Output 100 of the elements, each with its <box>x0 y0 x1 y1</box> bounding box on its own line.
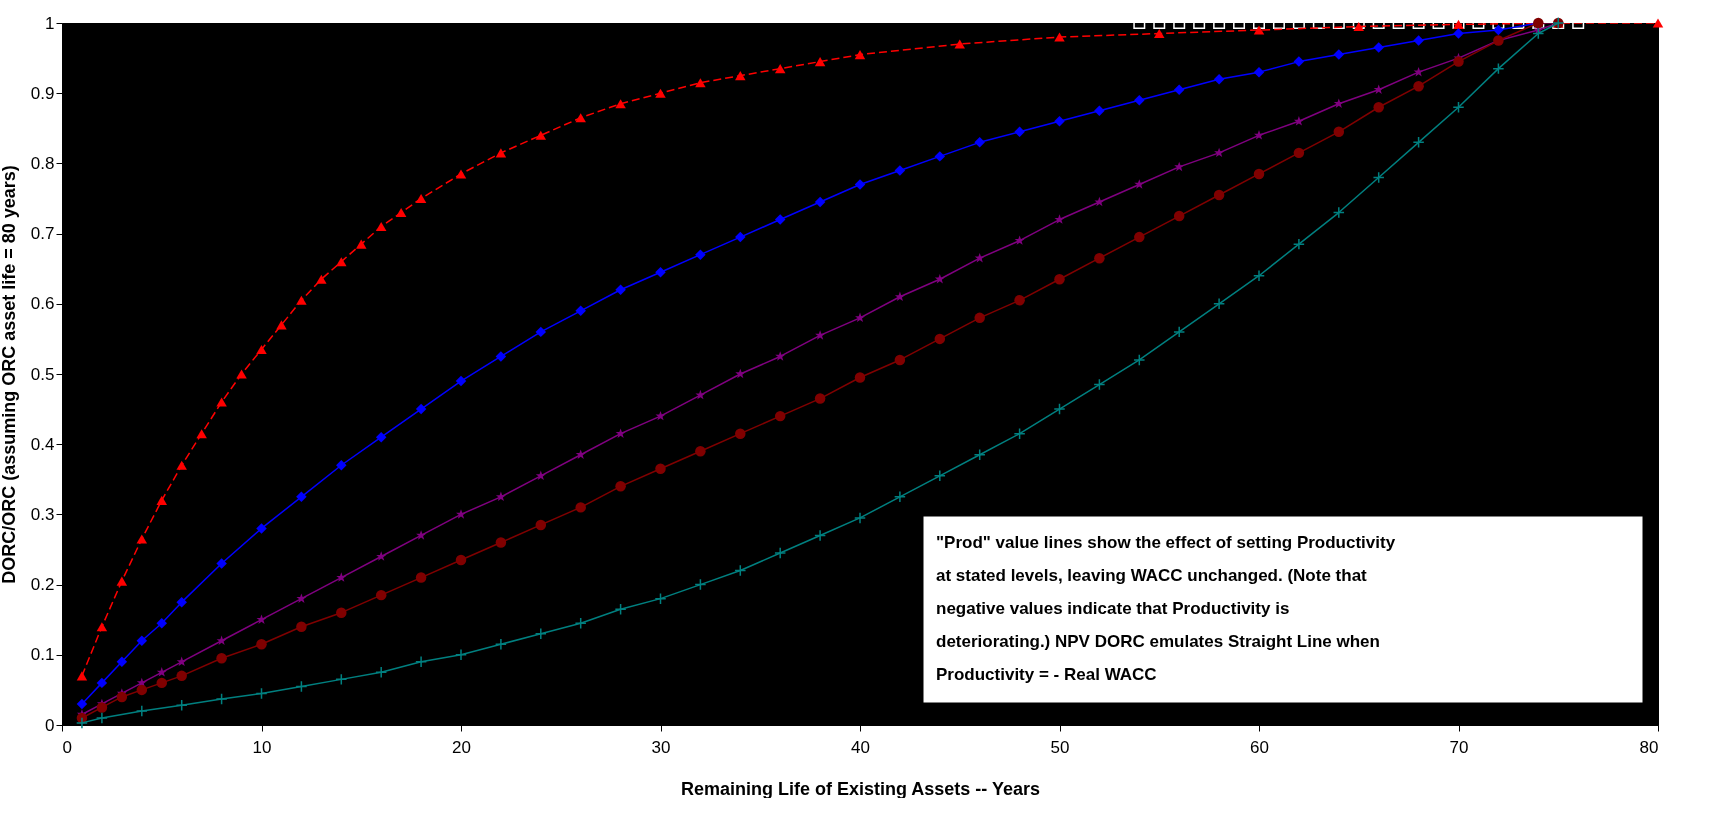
point <box>1452 101 1465 114</box>
point <box>774 547 787 559</box>
point <box>1372 171 1385 184</box>
point <box>1254 130 1264 140</box>
point <box>375 666 388 679</box>
point <box>1013 427 1026 440</box>
point <box>934 333 946 345</box>
y-tick-label: 0.9 <box>30 83 55 103</box>
point <box>336 257 347 267</box>
point <box>933 469 946 482</box>
point <box>455 375 467 387</box>
point <box>1493 24 1504 36</box>
point <box>974 312 985 324</box>
x-axis-title: Remaining Life of Existing Assets -- Years <box>680 778 1041 799</box>
point <box>136 635 148 646</box>
point <box>175 699 188 712</box>
point <box>216 653 227 664</box>
y-tick-label: 0.4 <box>30 434 55 454</box>
point <box>1214 147 1225 158</box>
point <box>1173 325 1186 338</box>
point <box>495 537 507 548</box>
point <box>216 397 227 407</box>
point <box>1333 49 1345 60</box>
point <box>156 617 167 629</box>
point <box>116 691 128 703</box>
point <box>1253 25 1265 35</box>
point <box>1333 98 1344 108</box>
point <box>1094 252 1105 264</box>
point <box>1054 32 1065 42</box>
point <box>135 704 148 717</box>
point <box>256 639 267 650</box>
point <box>894 354 906 366</box>
point <box>894 165 906 176</box>
point <box>256 614 267 624</box>
point <box>1413 35 1424 46</box>
point <box>395 208 407 218</box>
point <box>694 578 707 591</box>
point <box>494 638 507 651</box>
point <box>654 592 667 605</box>
point <box>535 470 546 481</box>
point <box>854 511 866 524</box>
point <box>455 169 467 179</box>
point <box>695 389 706 400</box>
point <box>495 148 507 158</box>
annotation: "Prod" value lines show the effect of setting Productivity at stated levels, leaving WACC unchanged. (Note that negative values indicate that Productivity is deteriorating.) NPV DORC emulates Straight Line when Productivity = - Real WACC <box>936 533 1396 684</box>
point <box>216 558 227 569</box>
point <box>1373 84 1384 94</box>
point <box>1453 28 1464 39</box>
y-tick-label: 0 <box>45 715 55 735</box>
point <box>1413 66 1424 77</box>
point <box>934 273 945 284</box>
point <box>1094 196 1105 207</box>
point <box>296 593 307 603</box>
y-axis-title: DORC/ORC (assuming ORC asset life = 80 years) <box>0 165 19 584</box>
point <box>295 680 308 693</box>
point <box>1134 94 1145 106</box>
point <box>1293 56 1305 67</box>
point <box>735 231 746 243</box>
point <box>1652 18 1664 28</box>
point <box>1134 231 1145 243</box>
point <box>1014 126 1025 138</box>
point <box>156 667 167 677</box>
point <box>296 295 307 305</box>
point <box>815 330 826 340</box>
x-tick-label: 80 <box>1639 737 1659 757</box>
point <box>854 50 866 60</box>
point <box>974 252 985 263</box>
point <box>854 372 866 383</box>
point <box>735 368 746 379</box>
point <box>974 137 985 148</box>
point <box>375 431 387 443</box>
point <box>176 596 187 608</box>
point <box>416 530 427 540</box>
x-tick-label: 70 <box>1449 737 1469 757</box>
point <box>336 607 347 618</box>
x-tick-label: 60 <box>1250 737 1269 757</box>
point <box>1253 168 1265 180</box>
x-tick-label: 10 <box>252 737 272 757</box>
x-tick-label: 20 <box>452 737 471 757</box>
point <box>455 554 467 566</box>
point <box>695 445 706 457</box>
point <box>814 196 826 208</box>
y-tick-label: 0.7 <box>30 224 55 244</box>
point <box>575 449 586 459</box>
point <box>255 687 268 700</box>
point <box>655 88 666 98</box>
point <box>335 673 348 686</box>
point <box>1054 274 1065 285</box>
y-tick-label: 0.2 <box>30 575 55 595</box>
y-tick-label: 0.3 <box>30 504 55 524</box>
point <box>456 509 466 519</box>
point <box>855 312 865 323</box>
point <box>774 410 786 422</box>
point <box>1373 102 1384 113</box>
point <box>954 39 965 49</box>
point <box>256 523 267 534</box>
point <box>415 655 428 668</box>
point <box>1213 189 1225 201</box>
point <box>814 57 826 67</box>
point <box>1014 235 1025 245</box>
